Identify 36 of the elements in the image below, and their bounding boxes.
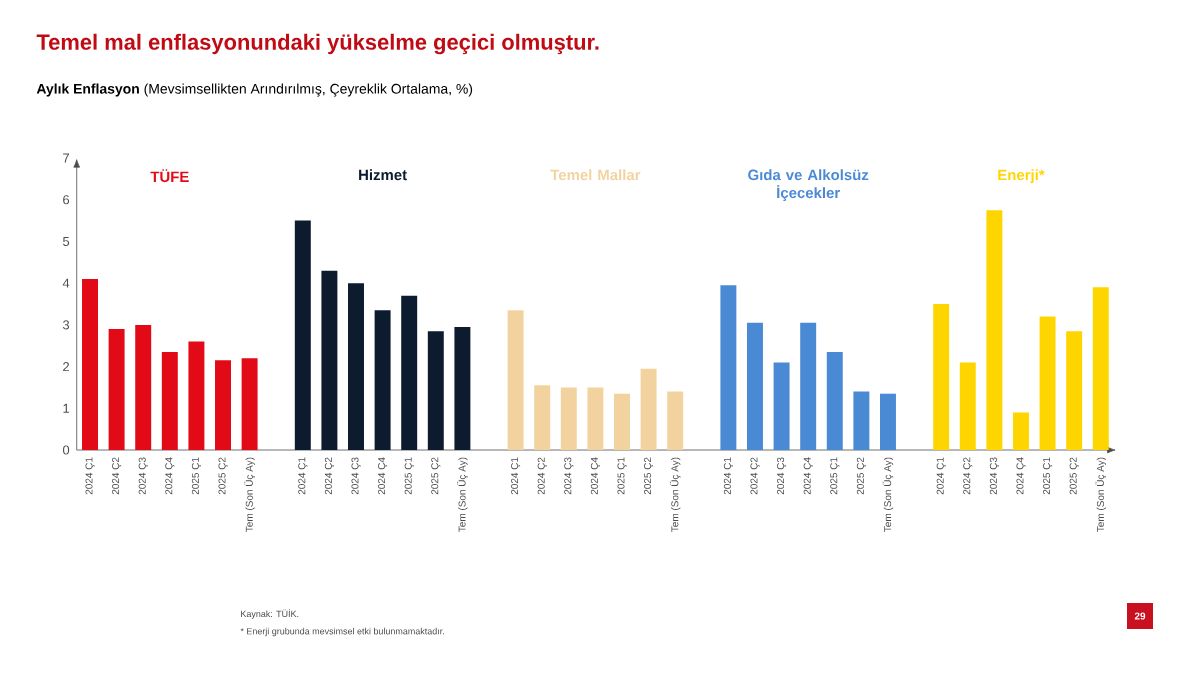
bar — [241, 358, 258, 451]
bar — [986, 210, 1003, 451]
bar — [161, 351, 178, 451]
bar — [454, 326, 471, 451]
bar — [959, 362, 976, 451]
bar — [1066, 331, 1083, 451]
bar — [1012, 412, 1029, 451]
bar — [773, 362, 790, 451]
bar — [587, 387, 604, 451]
bar — [427, 331, 444, 451]
bar — [667, 391, 684, 451]
bar — [108, 329, 125, 451]
bar — [401, 295, 418, 451]
bar — [1092, 287, 1109, 451]
bar — [853, 391, 870, 451]
bar — [640, 368, 657, 451]
bar — [82, 278, 98, 451]
bar — [933, 304, 950, 451]
bar — [507, 310, 524, 451]
bar — [800, 322, 817, 451]
bar — [321, 270, 338, 451]
bar — [1039, 316, 1056, 451]
bar — [747, 322, 763, 451]
bar — [720, 285, 737, 451]
bar — [614, 393, 630, 451]
bar — [188, 341, 205, 451]
bar — [560, 387, 577, 451]
bar — [294, 220, 311, 451]
chart-title: Temel mal enflasyonundaki yükselme geçici olmuştur. — [36, 33, 599, 55]
bar — [826, 351, 843, 451]
bar — [348, 283, 364, 451]
bar — [215, 360, 231, 451]
bar — [374, 310, 391, 451]
bar — [534, 385, 551, 451]
bar — [135, 324, 152, 451]
bar — [880, 393, 896, 451]
